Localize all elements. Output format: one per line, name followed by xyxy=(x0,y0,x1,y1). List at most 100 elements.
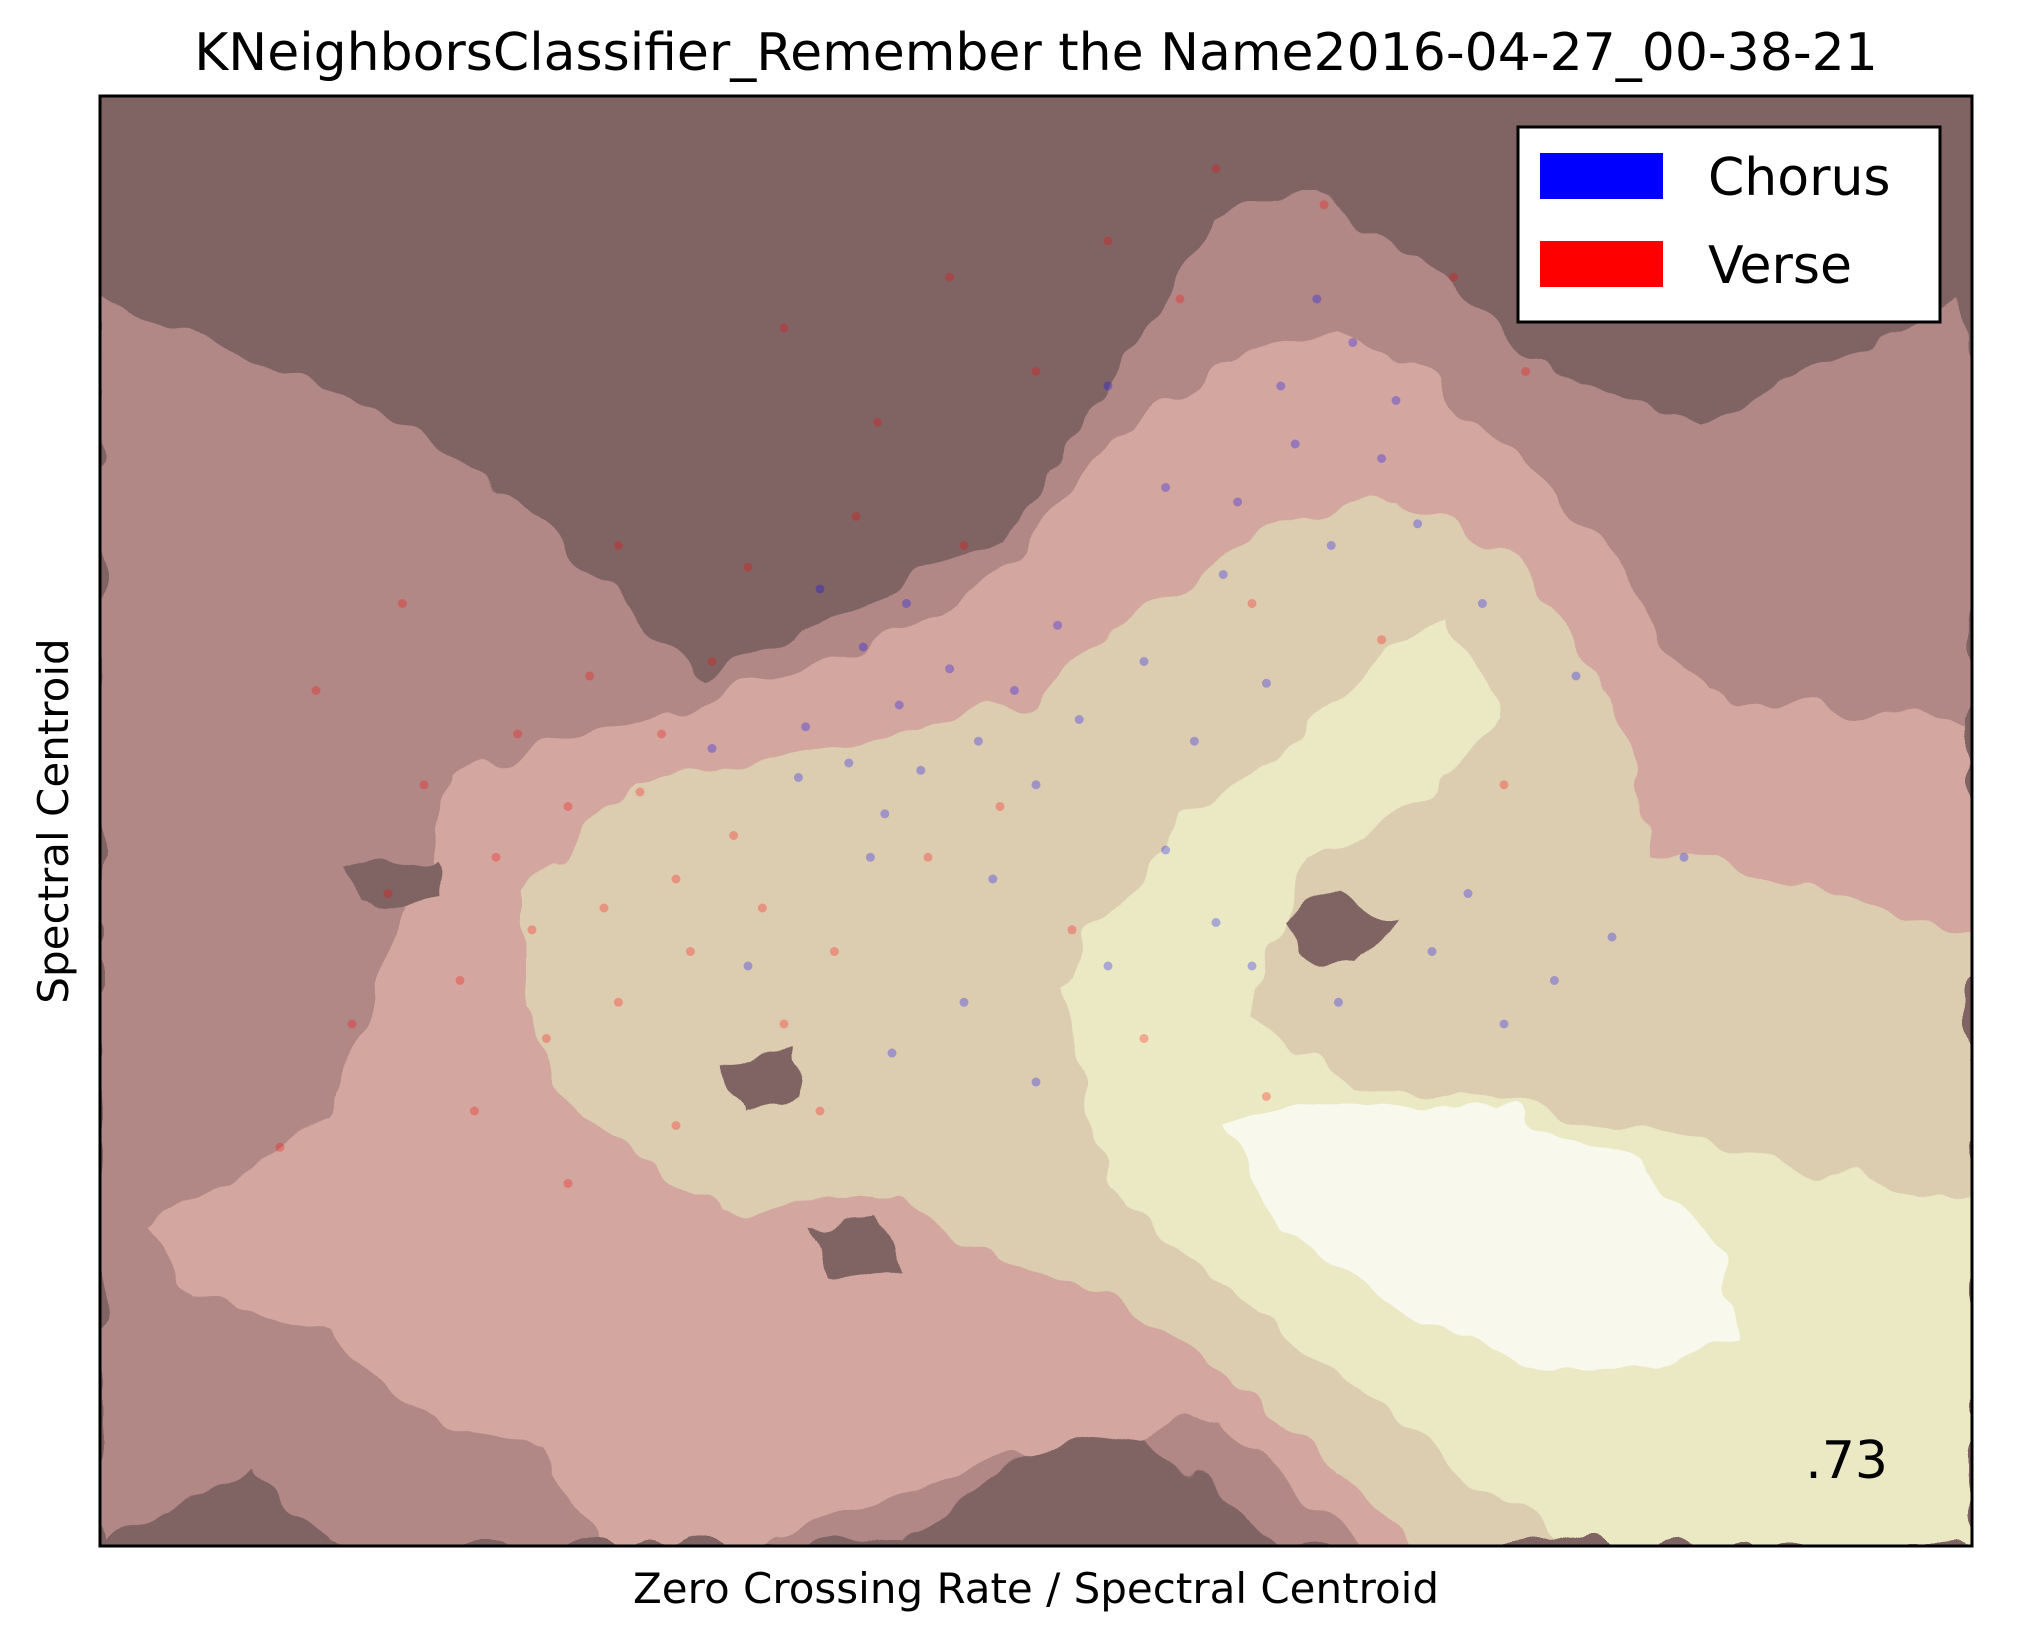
chorus-point-23 xyxy=(1326,541,1336,550)
verse-point-33 xyxy=(1031,367,1041,376)
verse-point-24 xyxy=(613,541,623,550)
contour-island-1 xyxy=(1280,890,1400,960)
contour-island-2 xyxy=(720,1050,800,1110)
legend-label-verse: Verse xyxy=(1708,236,1852,296)
verse-point-43 xyxy=(1377,635,1387,645)
verse-point-8 xyxy=(491,852,501,862)
chorus-point-8 xyxy=(973,736,983,746)
chorus-point-20 xyxy=(1261,678,1271,688)
verse-point-28 xyxy=(671,1121,681,1130)
verse-point-38 xyxy=(1449,272,1459,282)
chorus-point-28 xyxy=(1413,519,1423,529)
contour-level-5 xyxy=(1060,620,1972,1546)
verse-point-48 xyxy=(779,323,789,333)
verse-point-31 xyxy=(311,686,321,695)
legend-label-chorus: Chorus xyxy=(1708,148,1891,208)
verse-point-26 xyxy=(995,802,1005,811)
chorus-point-12 xyxy=(988,874,998,884)
chorus-point-41 xyxy=(707,744,717,753)
contour-island-3 xyxy=(810,1220,900,1280)
verse-point-34 xyxy=(1175,294,1185,304)
chorus-point-3 xyxy=(880,809,890,819)
chorus-point-0 xyxy=(793,773,803,782)
chorus-point-46 xyxy=(1103,381,1113,391)
chorus-point-14 xyxy=(1074,715,1084,724)
chorus-point-10 xyxy=(1009,686,1019,695)
legend: Chorus Verse xyxy=(1516,125,1942,324)
verse-point-0 xyxy=(729,831,739,840)
verse-point-40 xyxy=(1247,599,1257,608)
chorus-point-42 xyxy=(815,584,825,594)
chorus-point-25 xyxy=(1348,338,1358,347)
contour-island-4 xyxy=(350,850,440,910)
verse-point-9 xyxy=(455,976,465,985)
verse-point-46 xyxy=(563,1179,573,1188)
decision-surface xyxy=(100,190,1972,1546)
chorus-point-4 xyxy=(894,700,904,710)
chorus-point-30 xyxy=(1211,918,1221,927)
chorus-point-15 xyxy=(901,599,911,608)
chorus-point-37 xyxy=(1607,932,1617,942)
chorus-point-16 xyxy=(1139,657,1149,666)
chorus-point-31 xyxy=(1247,961,1257,971)
chorus-point-22 xyxy=(1290,439,1300,449)
chorus-point-11 xyxy=(1031,780,1041,790)
verse-point-37 xyxy=(1319,200,1329,210)
verse-point-29 xyxy=(815,1106,825,1116)
chorus-point-47 xyxy=(1477,599,1487,608)
chorus-point-7 xyxy=(945,664,955,674)
verse-point-15 xyxy=(383,889,393,898)
chorus-point-39 xyxy=(959,997,969,1007)
contour-level-6 xyxy=(1220,1100,1740,1370)
verse-point-42 xyxy=(1261,1092,1271,1101)
y-axis-label: Spectral Centroid xyxy=(29,638,78,1003)
verse-point-4 xyxy=(685,947,695,956)
verse-point-22 xyxy=(851,512,861,521)
legend-swatch-verse xyxy=(1540,241,1663,287)
verse-point-3 xyxy=(599,903,609,913)
verse-point-17 xyxy=(585,671,595,681)
chorus-point-2 xyxy=(844,758,854,768)
chorus-point-26 xyxy=(1377,454,1387,463)
chorus-point-48 xyxy=(1571,671,1581,681)
verse-point-18 xyxy=(829,947,839,956)
verse-point-12 xyxy=(779,1019,789,1029)
plot-frame xyxy=(98,94,1974,1548)
verse-point-30 xyxy=(1067,925,1077,935)
verse-point-20 xyxy=(347,1019,357,1029)
verse-point-1 xyxy=(671,874,681,884)
chorus-point-27 xyxy=(1312,294,1322,304)
chorus-point-17 xyxy=(1189,736,1199,746)
verse-point-27 xyxy=(469,1106,479,1116)
chorus-point-32 xyxy=(1333,997,1343,1007)
chorus-point-13 xyxy=(1053,620,1063,630)
chorus-point-38 xyxy=(1103,961,1113,971)
verse-point-39 xyxy=(1521,367,1531,376)
verse-point-7 xyxy=(613,997,623,1007)
verse-point-6 xyxy=(527,925,537,935)
verse-point-5 xyxy=(563,802,573,811)
verse-point-14 xyxy=(419,780,429,790)
verse-point-21 xyxy=(743,562,753,572)
score-label: .73 xyxy=(1805,1431,1888,1491)
verse-point-11 xyxy=(757,903,767,913)
verse-point-16 xyxy=(707,657,717,666)
verse-point-44 xyxy=(397,599,407,608)
chorus-point-34 xyxy=(1463,889,1473,898)
chorus-point-49 xyxy=(1679,852,1689,862)
chorus-point-29 xyxy=(1391,396,1401,405)
chorus-point-36 xyxy=(1549,976,1559,985)
verse-point-45 xyxy=(275,1142,285,1152)
verse-point-36 xyxy=(1211,164,1221,173)
verse-point-13 xyxy=(541,1034,551,1043)
verse-point-41 xyxy=(1139,1034,1149,1043)
verse-point-49 xyxy=(1499,780,1509,790)
chorus-point-18 xyxy=(1161,845,1171,855)
chorus-point-44 xyxy=(1031,1077,1041,1087)
verse-point-35 xyxy=(1103,236,1113,246)
verse-point-47 xyxy=(945,272,955,282)
chorus-point-40 xyxy=(743,961,753,971)
chorus-point-6 xyxy=(916,765,926,775)
plot-area xyxy=(100,96,1972,1546)
verse-point-2 xyxy=(635,787,645,797)
